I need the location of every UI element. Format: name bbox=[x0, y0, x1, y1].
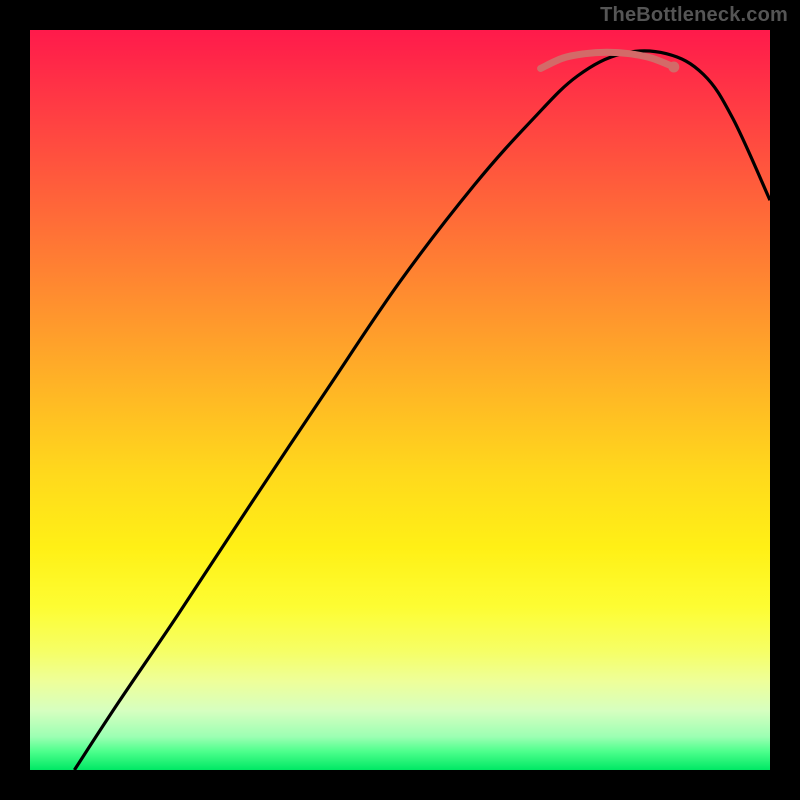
plot-background bbox=[30, 30, 770, 770]
watermark-text: TheBottleneck.com bbox=[600, 4, 788, 27]
optimal-range-dot bbox=[668, 62, 679, 73]
bottleneck-chart bbox=[0, 0, 800, 800]
chart-stage: TheBottleneck.com bbox=[0, 0, 800, 800]
